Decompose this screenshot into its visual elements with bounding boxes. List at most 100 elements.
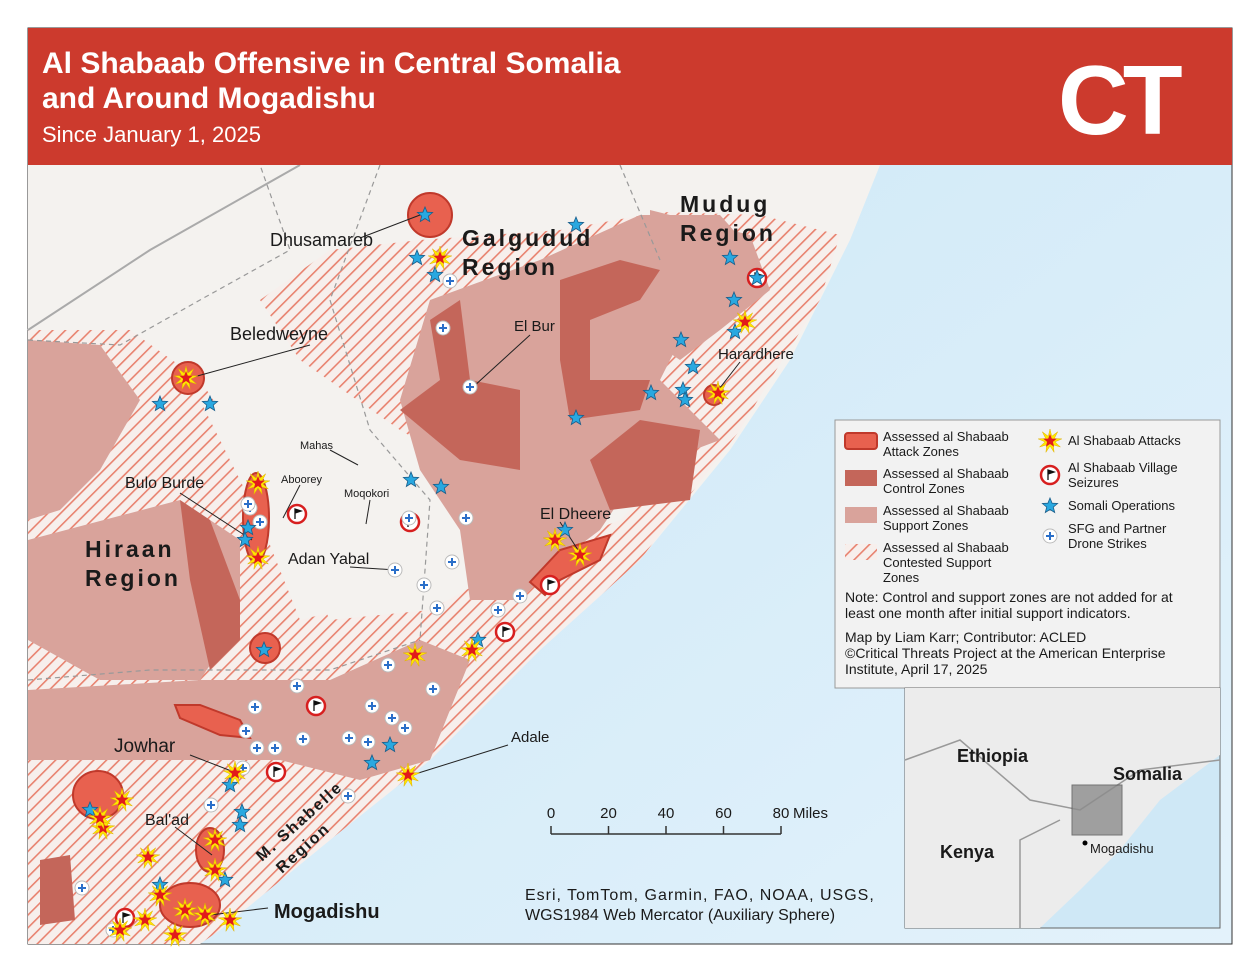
drone-icon: [388, 714, 396, 722]
attack: [153, 888, 167, 901]
drone-icon: [78, 884, 86, 892]
legend-label: Somali Operations: [1068, 498, 1175, 513]
somali-operation: [642, 383, 660, 401]
somali-operation: [201, 394, 219, 412]
village-seizure: [265, 761, 287, 783]
village-seizure: [305, 695, 327, 717]
scale-unit: Miles: [793, 805, 828, 822]
somali-operation: [672, 330, 690, 348]
drone-icon: [433, 604, 441, 612]
attack: [401, 768, 415, 781]
flag-icon: [547, 579, 557, 590]
somali-operation: [239, 518, 257, 536]
flag-icon: [502, 626, 512, 637]
drone-icon: [439, 324, 447, 332]
scale-label: 80: [773, 805, 790, 822]
legend-label: Contested Support: [883, 555, 992, 570]
attack: [115, 793, 129, 806]
attribution: Esri, TomTom, Garmin, FAO, NOAA, USGS,: [525, 887, 875, 904]
legend-note: Note: Control and support zones are not …: [845, 589, 1173, 605]
drone-icon: [364, 738, 372, 746]
scale-label: 20: [600, 805, 617, 822]
place-label: Bal'ad: [145, 812, 189, 829]
place-label: Adale: [511, 729, 549, 746]
attack: [711, 386, 725, 399]
place-label: Moqokori: [344, 488, 389, 500]
drone-icon: [299, 735, 307, 743]
legend: Assessed al Shabaab Attack Zones Assesse…: [834, 419, 1221, 689]
legend-label: SFG and Partner: [1068, 521, 1167, 536]
somali-operation: [721, 248, 739, 266]
somali-operation: [416, 205, 434, 223]
somali-operation: [556, 520, 574, 538]
place-label: Bulo Burde: [125, 475, 204, 492]
attack: [465, 643, 479, 656]
somali-operation: [408, 248, 426, 266]
drone-icon: [462, 514, 470, 522]
region-label: Hiraan: [85, 536, 175, 562]
drone-icon: [466, 383, 474, 391]
flag-icon: [122, 912, 132, 923]
attack: [113, 923, 127, 936]
region-label: Galgudud: [462, 225, 593, 251]
legend-label: Support Zones: [883, 518, 969, 533]
drone-icon: [344, 792, 352, 800]
title: and Around Mogadishu: [42, 82, 376, 115]
drone-icon: [391, 566, 399, 574]
flag-icon: [273, 766, 283, 777]
subtitle: Since January 1, 2025: [42, 122, 261, 147]
header-bar: [28, 28, 1232, 165]
attack: [178, 903, 192, 916]
legend-note: least one month after initial support in…: [845, 605, 1131, 621]
region-label: Mudug: [680, 191, 770, 217]
scale-label: 40: [658, 805, 675, 822]
somali-operation: [233, 802, 251, 820]
drone-icon: [384, 661, 392, 669]
village-seizure: [539, 574, 561, 596]
legend-label: Seizures: [1068, 475, 1119, 490]
inset-label: Kenya: [940, 842, 995, 862]
village-seizure: [1039, 464, 1061, 486]
drone-icon: [253, 744, 261, 752]
drone-icon: [405, 514, 413, 522]
attack: [1043, 434, 1057, 447]
legend-credit: ©Critical Threats Project at the America…: [845, 645, 1166, 661]
somali-operation: [726, 322, 744, 340]
flag-icon: [1047, 469, 1057, 480]
land: [27, 164, 880, 944]
drone-icon: [242, 727, 250, 735]
region-label: Region: [462, 254, 558, 280]
flag-icon: [313, 700, 323, 711]
drone-icon: [207, 801, 215, 809]
legend-label: Zones: [883, 570, 920, 585]
drone-icon: [368, 702, 376, 710]
somali-operation: [684, 357, 702, 375]
somali-operation: [674, 380, 692, 398]
drone-icon: [429, 685, 437, 693]
somali-operation: [676, 390, 694, 408]
legend-label: Al Shabaab Attacks: [1068, 433, 1181, 448]
legend-label: Assessed al Shabaab: [883, 429, 1009, 444]
legend-label: Assessed al Shabaab: [883, 466, 1009, 481]
drone-icon: [1046, 532, 1054, 540]
place-label: Harardhere: [718, 346, 794, 363]
somali-operation: [567, 215, 585, 233]
legend-label: Drone Strikes: [1068, 536, 1147, 551]
legend-label: Attack Zones: [883, 444, 959, 459]
place-label: Beledweyne: [230, 324, 328, 344]
place-label: Aboorey: [281, 474, 322, 486]
flag-icon: [294, 508, 304, 519]
leader-lines: [174, 214, 741, 916]
inset-map: Ethiopia Somalia Kenya Mogadishu: [904, 687, 1221, 929]
scale-label: 60: [715, 805, 732, 822]
attack: [179, 371, 193, 384]
attack: [168, 928, 182, 941]
somali-operation: [255, 640, 273, 658]
logo: CT: [1058, 45, 1182, 155]
somali-operation: [748, 268, 766, 286]
drone-icon: [516, 592, 524, 600]
somali-operation: [725, 290, 743, 308]
place-label: Mogadishu: [274, 901, 380, 923]
attack: [208, 833, 222, 846]
attack: [93, 811, 107, 824]
